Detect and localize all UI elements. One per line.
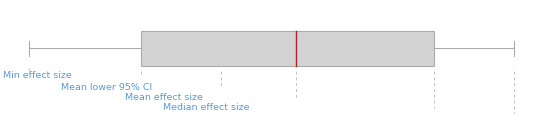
Text: Mean effect size: Mean effect size [125,92,203,101]
Text: Mean upper 95% CI: Mean upper 95% CI [296,113,389,114]
Text: Min effect size: Min effect size [3,71,71,80]
Text: Median effect size: Median effect size [163,103,249,111]
Text: Mean lower 95% CI: Mean lower 95% CI [61,82,152,91]
